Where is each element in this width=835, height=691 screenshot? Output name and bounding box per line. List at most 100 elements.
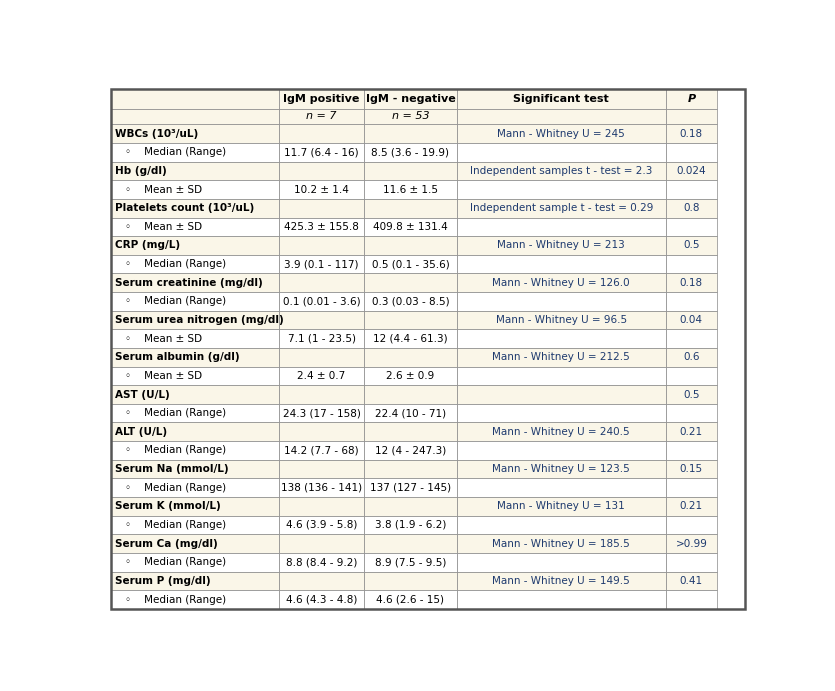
Text: ◦    Mean ± SD: ◦ Mean ± SD <box>124 222 201 232</box>
FancyBboxPatch shape <box>457 515 666 534</box>
FancyBboxPatch shape <box>110 330 279 348</box>
FancyBboxPatch shape <box>364 497 457 515</box>
FancyBboxPatch shape <box>110 236 279 255</box>
FancyBboxPatch shape <box>666 255 716 274</box>
FancyBboxPatch shape <box>666 534 716 553</box>
Text: 4.6 (3.9 - 5.8): 4.6 (3.9 - 5.8) <box>286 520 357 530</box>
FancyBboxPatch shape <box>364 89 457 108</box>
FancyBboxPatch shape <box>666 330 716 348</box>
FancyBboxPatch shape <box>457 534 666 553</box>
FancyBboxPatch shape <box>110 478 279 497</box>
Text: n = 7: n = 7 <box>306 111 337 122</box>
FancyBboxPatch shape <box>666 553 716 571</box>
FancyBboxPatch shape <box>279 292 364 311</box>
FancyBboxPatch shape <box>457 330 666 348</box>
FancyBboxPatch shape <box>457 367 666 385</box>
FancyBboxPatch shape <box>279 553 364 571</box>
FancyBboxPatch shape <box>110 292 279 311</box>
Text: ◦    Mean ± SD: ◦ Mean ± SD <box>124 184 201 195</box>
Text: ALT (U/L): ALT (U/L) <box>115 427 167 437</box>
FancyBboxPatch shape <box>666 292 716 311</box>
Text: 4.6 (2.6 - 15): 4.6 (2.6 - 15) <box>377 594 444 605</box>
FancyBboxPatch shape <box>364 218 457 236</box>
Text: P: P <box>687 94 696 104</box>
FancyBboxPatch shape <box>279 460 364 478</box>
Text: 0.41: 0.41 <box>680 576 703 586</box>
Text: Serum Ca (mg/dl): Serum Ca (mg/dl) <box>115 538 218 549</box>
Text: 409.8 ± 131.4: 409.8 ± 131.4 <box>373 222 448 232</box>
FancyBboxPatch shape <box>364 404 457 422</box>
FancyBboxPatch shape <box>364 348 457 367</box>
FancyBboxPatch shape <box>279 108 364 124</box>
Text: Mann - Whitney U = 126.0: Mann - Whitney U = 126.0 <box>493 278 630 287</box>
FancyBboxPatch shape <box>666 422 716 441</box>
FancyBboxPatch shape <box>364 385 457 404</box>
FancyBboxPatch shape <box>110 348 279 367</box>
FancyBboxPatch shape <box>666 311 716 330</box>
FancyBboxPatch shape <box>457 236 666 255</box>
Text: AST (U/L): AST (U/L) <box>115 390 170 399</box>
FancyBboxPatch shape <box>666 367 716 385</box>
Text: 11.7 (6.4 - 16): 11.7 (6.4 - 16) <box>284 147 359 158</box>
Text: 0.8: 0.8 <box>683 203 700 214</box>
FancyBboxPatch shape <box>666 180 716 199</box>
Text: Serum Na (mmol/L): Serum Na (mmol/L) <box>115 464 229 474</box>
FancyBboxPatch shape <box>364 553 457 571</box>
Text: CRP (mg/L): CRP (mg/L) <box>115 240 180 250</box>
FancyBboxPatch shape <box>279 218 364 236</box>
FancyBboxPatch shape <box>279 422 364 441</box>
Text: 0.024: 0.024 <box>676 166 706 176</box>
FancyBboxPatch shape <box>279 180 364 199</box>
FancyBboxPatch shape <box>279 274 364 292</box>
FancyBboxPatch shape <box>110 367 279 385</box>
Text: 137 (127 - 145): 137 (127 - 145) <box>370 483 451 493</box>
FancyBboxPatch shape <box>279 348 364 367</box>
FancyBboxPatch shape <box>279 255 364 274</box>
Text: 0.18: 0.18 <box>680 129 703 139</box>
Text: 138 (136 - 141): 138 (136 - 141) <box>281 483 362 493</box>
Text: IgM - negative: IgM - negative <box>366 94 455 104</box>
FancyBboxPatch shape <box>364 330 457 348</box>
FancyBboxPatch shape <box>457 348 666 367</box>
Text: 0.3 (0.03 - 8.5): 0.3 (0.03 - 8.5) <box>372 296 449 306</box>
FancyBboxPatch shape <box>110 460 279 478</box>
Text: 0.21: 0.21 <box>680 427 703 437</box>
FancyBboxPatch shape <box>279 441 364 460</box>
Text: Platelets count (10³/uL): Platelets count (10³/uL) <box>115 203 255 214</box>
FancyBboxPatch shape <box>279 497 364 515</box>
Text: 0.5: 0.5 <box>683 240 700 250</box>
FancyBboxPatch shape <box>457 108 666 124</box>
FancyBboxPatch shape <box>364 460 457 478</box>
FancyBboxPatch shape <box>110 255 279 274</box>
FancyBboxPatch shape <box>457 162 666 180</box>
FancyBboxPatch shape <box>364 367 457 385</box>
FancyBboxPatch shape <box>364 236 457 255</box>
FancyBboxPatch shape <box>457 571 666 590</box>
FancyBboxPatch shape <box>110 180 279 199</box>
Text: 4.6 (4.3 - 4.8): 4.6 (4.3 - 4.8) <box>286 594 357 605</box>
Text: 12 (4 - 247.3): 12 (4 - 247.3) <box>375 446 446 455</box>
FancyBboxPatch shape <box>364 478 457 497</box>
FancyBboxPatch shape <box>110 218 279 236</box>
Text: ◦    Median (Range): ◦ Median (Range) <box>124 557 225 567</box>
Text: 3.9 (0.1 - 117): 3.9 (0.1 - 117) <box>285 259 359 269</box>
Text: Mann - Whitney U = 213: Mann - Whitney U = 213 <box>498 240 625 250</box>
FancyBboxPatch shape <box>279 199 364 218</box>
FancyBboxPatch shape <box>666 571 716 590</box>
FancyBboxPatch shape <box>666 441 716 460</box>
FancyBboxPatch shape <box>110 143 279 162</box>
Text: 8.9 (7.5 - 9.5): 8.9 (7.5 - 9.5) <box>375 557 446 567</box>
FancyBboxPatch shape <box>110 89 279 108</box>
Text: Significant test: Significant test <box>514 94 609 104</box>
FancyBboxPatch shape <box>666 385 716 404</box>
FancyBboxPatch shape <box>364 534 457 553</box>
Text: 0.5 (0.1 - 35.6): 0.5 (0.1 - 35.6) <box>372 259 449 269</box>
FancyBboxPatch shape <box>110 162 279 180</box>
FancyBboxPatch shape <box>457 255 666 274</box>
Text: Mann - Whitney U = 149.5: Mann - Whitney U = 149.5 <box>493 576 630 586</box>
FancyBboxPatch shape <box>457 553 666 571</box>
FancyBboxPatch shape <box>110 571 279 590</box>
Text: Mann - Whitney U = 240.5: Mann - Whitney U = 240.5 <box>493 427 630 437</box>
FancyBboxPatch shape <box>457 422 666 441</box>
Text: 11.6 ± 1.5: 11.6 ± 1.5 <box>383 184 438 195</box>
